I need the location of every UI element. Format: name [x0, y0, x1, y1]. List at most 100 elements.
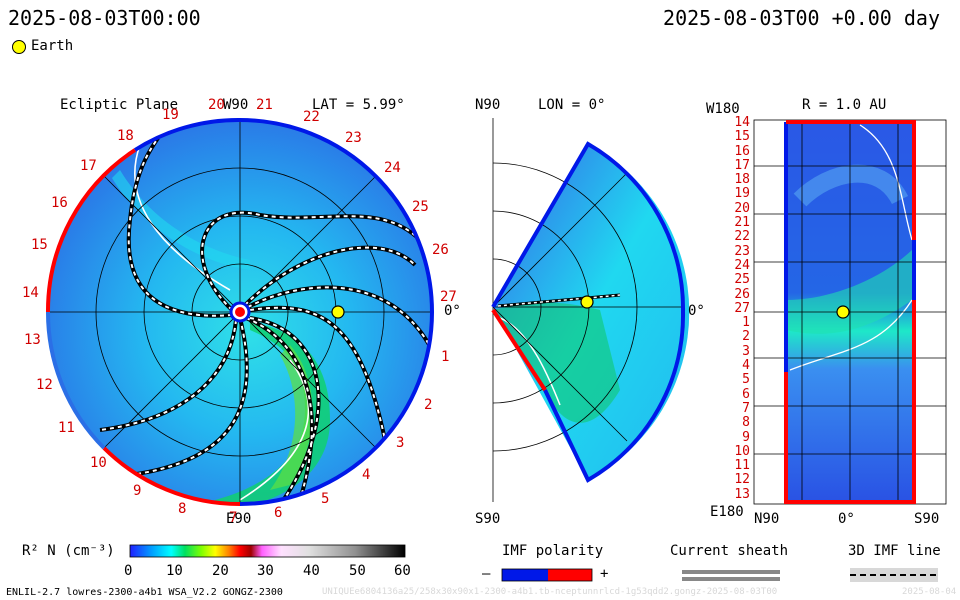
meridional-lon-label: LON = 0°: [538, 97, 606, 113]
clock-tick: 2: [424, 397, 433, 413]
polarity-negative-swatch: [502, 569, 548, 581]
sphere-title: R = 1.0 AU: [802, 97, 887, 113]
footer-date: 2025-08-04: [902, 587, 957, 597]
imf-polarity-title: IMF polarity: [502, 543, 604, 559]
colorbar-tick: 30: [257, 563, 274, 579]
time-stamp-left: 2025-08-03T00:00: [8, 6, 201, 30]
clock-tick: 5: [321, 491, 330, 507]
sphere-row-label: 5: [742, 372, 750, 388]
sphere-row-label: 26: [734, 286, 750, 302]
sphere-top-left-label: W180: [706, 101, 740, 117]
clock-tick: 4: [362, 467, 371, 483]
sphere-map-plot: [753, 119, 947, 505]
sphere-bottom-label-s90: S90: [914, 511, 940, 527]
clock-tick: 8: [178, 501, 187, 517]
clock-tick: 12: [36, 377, 53, 393]
clock-tick: 3: [396, 435, 405, 451]
clock-tick: 6: [274, 505, 283, 521]
ecliptic-top-label: W90: [223, 97, 249, 113]
sphere-row-label: 23: [734, 243, 750, 259]
sphere-row-label: 20: [734, 200, 750, 216]
colorbar-tick: 50: [349, 563, 366, 579]
clock-tick: 25: [412, 199, 429, 215]
sphere-row-label: 27: [734, 300, 750, 316]
meridional-top-label: N90: [475, 97, 501, 113]
meridional-bottom-label: S90: [475, 511, 501, 527]
current-sheath-title: Current sheath: [670, 543, 789, 559]
meridional-plane-plot: [491, 118, 690, 502]
ecliptic-title: Ecliptic Plane: [60, 97, 179, 113]
ecliptic-lat-label: LAT = 5.99°: [312, 97, 405, 113]
sphere-row-label: 19: [734, 186, 750, 202]
colorbar-label: R² N (cm⁻³): [22, 543, 115, 559]
imf-line-title: 3D IMF line: [848, 543, 941, 559]
meridional-right-label: 0°: [688, 303, 705, 319]
clock-tick: 21: [256, 97, 273, 113]
clock-tick: 15: [31, 237, 48, 253]
clock-tick: 27: [440, 289, 457, 305]
earth-marker-ecliptic: [331, 305, 345, 319]
sphere-row-label: 4: [742, 358, 750, 374]
clock-tick: 10: [90, 455, 107, 471]
clock-tick: 22: [303, 109, 320, 125]
sphere-row-label: 7: [742, 400, 750, 416]
earth-legend-icon: [12, 40, 26, 54]
clock-tick: 19: [162, 107, 179, 123]
sphere-row-label: 22: [734, 229, 750, 245]
clock-tick: 9: [133, 483, 142, 499]
ecliptic-right-label: 0°: [444, 303, 461, 319]
clock-tick: 11: [58, 420, 75, 436]
model-footer: ENLIL-2.7 lowres-2300-a4b1 WSA_V2.2 GONG…: [6, 587, 283, 598]
time-stamp-right: 2025-08-03T00 +0.00 day: [663, 6, 940, 30]
sphere-row-label: 12: [734, 472, 750, 488]
imf-polarity-minus: –: [482, 566, 491, 582]
sphere-bottom-label-0: 0°: [838, 511, 855, 527]
sphere-bottom-label-n90: N90: [754, 511, 780, 527]
clock-tick: 23: [345, 130, 362, 146]
sphere-row-label: 13: [734, 486, 750, 502]
clock-tick: 24: [384, 160, 401, 176]
clock-tick: 16: [51, 195, 68, 211]
clock-tick: 7: [229, 510, 238, 526]
clock-tick: 17: [80, 158, 97, 174]
sphere-row-label: 21: [734, 215, 750, 231]
sphere-row-label: 18: [734, 172, 750, 188]
sphere-row-label: 17: [734, 157, 750, 173]
sphere-row-label: 2: [742, 329, 750, 345]
clock-tick: 13: [24, 332, 41, 348]
colorbar-tick: 10: [166, 563, 183, 579]
sphere-row-label: 16: [734, 143, 750, 159]
sphere-row-labels: 14 15 16 17 18 19 20 21 22 23 24 25 26 2…: [726, 115, 750, 502]
colorbar-tick: 0: [124, 563, 133, 579]
earth-legend-label: Earth: [31, 38, 74, 54]
colorbar-tick: 40: [303, 563, 320, 579]
earth-marker-sphere: [836, 305, 850, 319]
clock-tick: 20: [208, 97, 225, 113]
sphere-row-label: 14: [734, 115, 750, 130]
ecliptic-plane-plot: [45, 117, 434, 507]
clock-tick: 26: [432, 242, 449, 258]
clock-tick: 14: [22, 285, 39, 301]
sphere-row-label: 1: [742, 315, 750, 331]
sphere-row-label: 9: [742, 429, 750, 445]
colorbar-tick: 60: [394, 563, 411, 579]
sphere-row-label: 11: [734, 458, 750, 474]
earth-marker-meridional: [580, 295, 594, 309]
sphere-row-label: 25: [734, 272, 750, 288]
sphere-row-label: 8: [742, 415, 750, 431]
sphere-row-label: 10: [734, 443, 750, 459]
run-id-watermark: UNIQUEe6804136a25/258x30x90x1-2300-a4b1.…: [322, 587, 778, 597]
sphere-row-label: 3: [742, 343, 750, 359]
sphere-row-label: 15: [734, 129, 750, 145]
clock-tick: 1: [441, 349, 450, 365]
sphere-row-label: 24: [734, 257, 750, 273]
sphere-bottom-left-label: E180: [710, 504, 744, 520]
density-colorbar: [129, 544, 406, 558]
polarity-positive-swatch: [548, 569, 592, 581]
colorbar-tick: 20: [212, 563, 229, 579]
imf-polarity-plus: +: [600, 566, 609, 582]
clock-tick: 18: [117, 128, 134, 144]
ecliptic-bottom-label: E90: [226, 511, 252, 527]
sphere-row-label: 6: [742, 386, 750, 402]
